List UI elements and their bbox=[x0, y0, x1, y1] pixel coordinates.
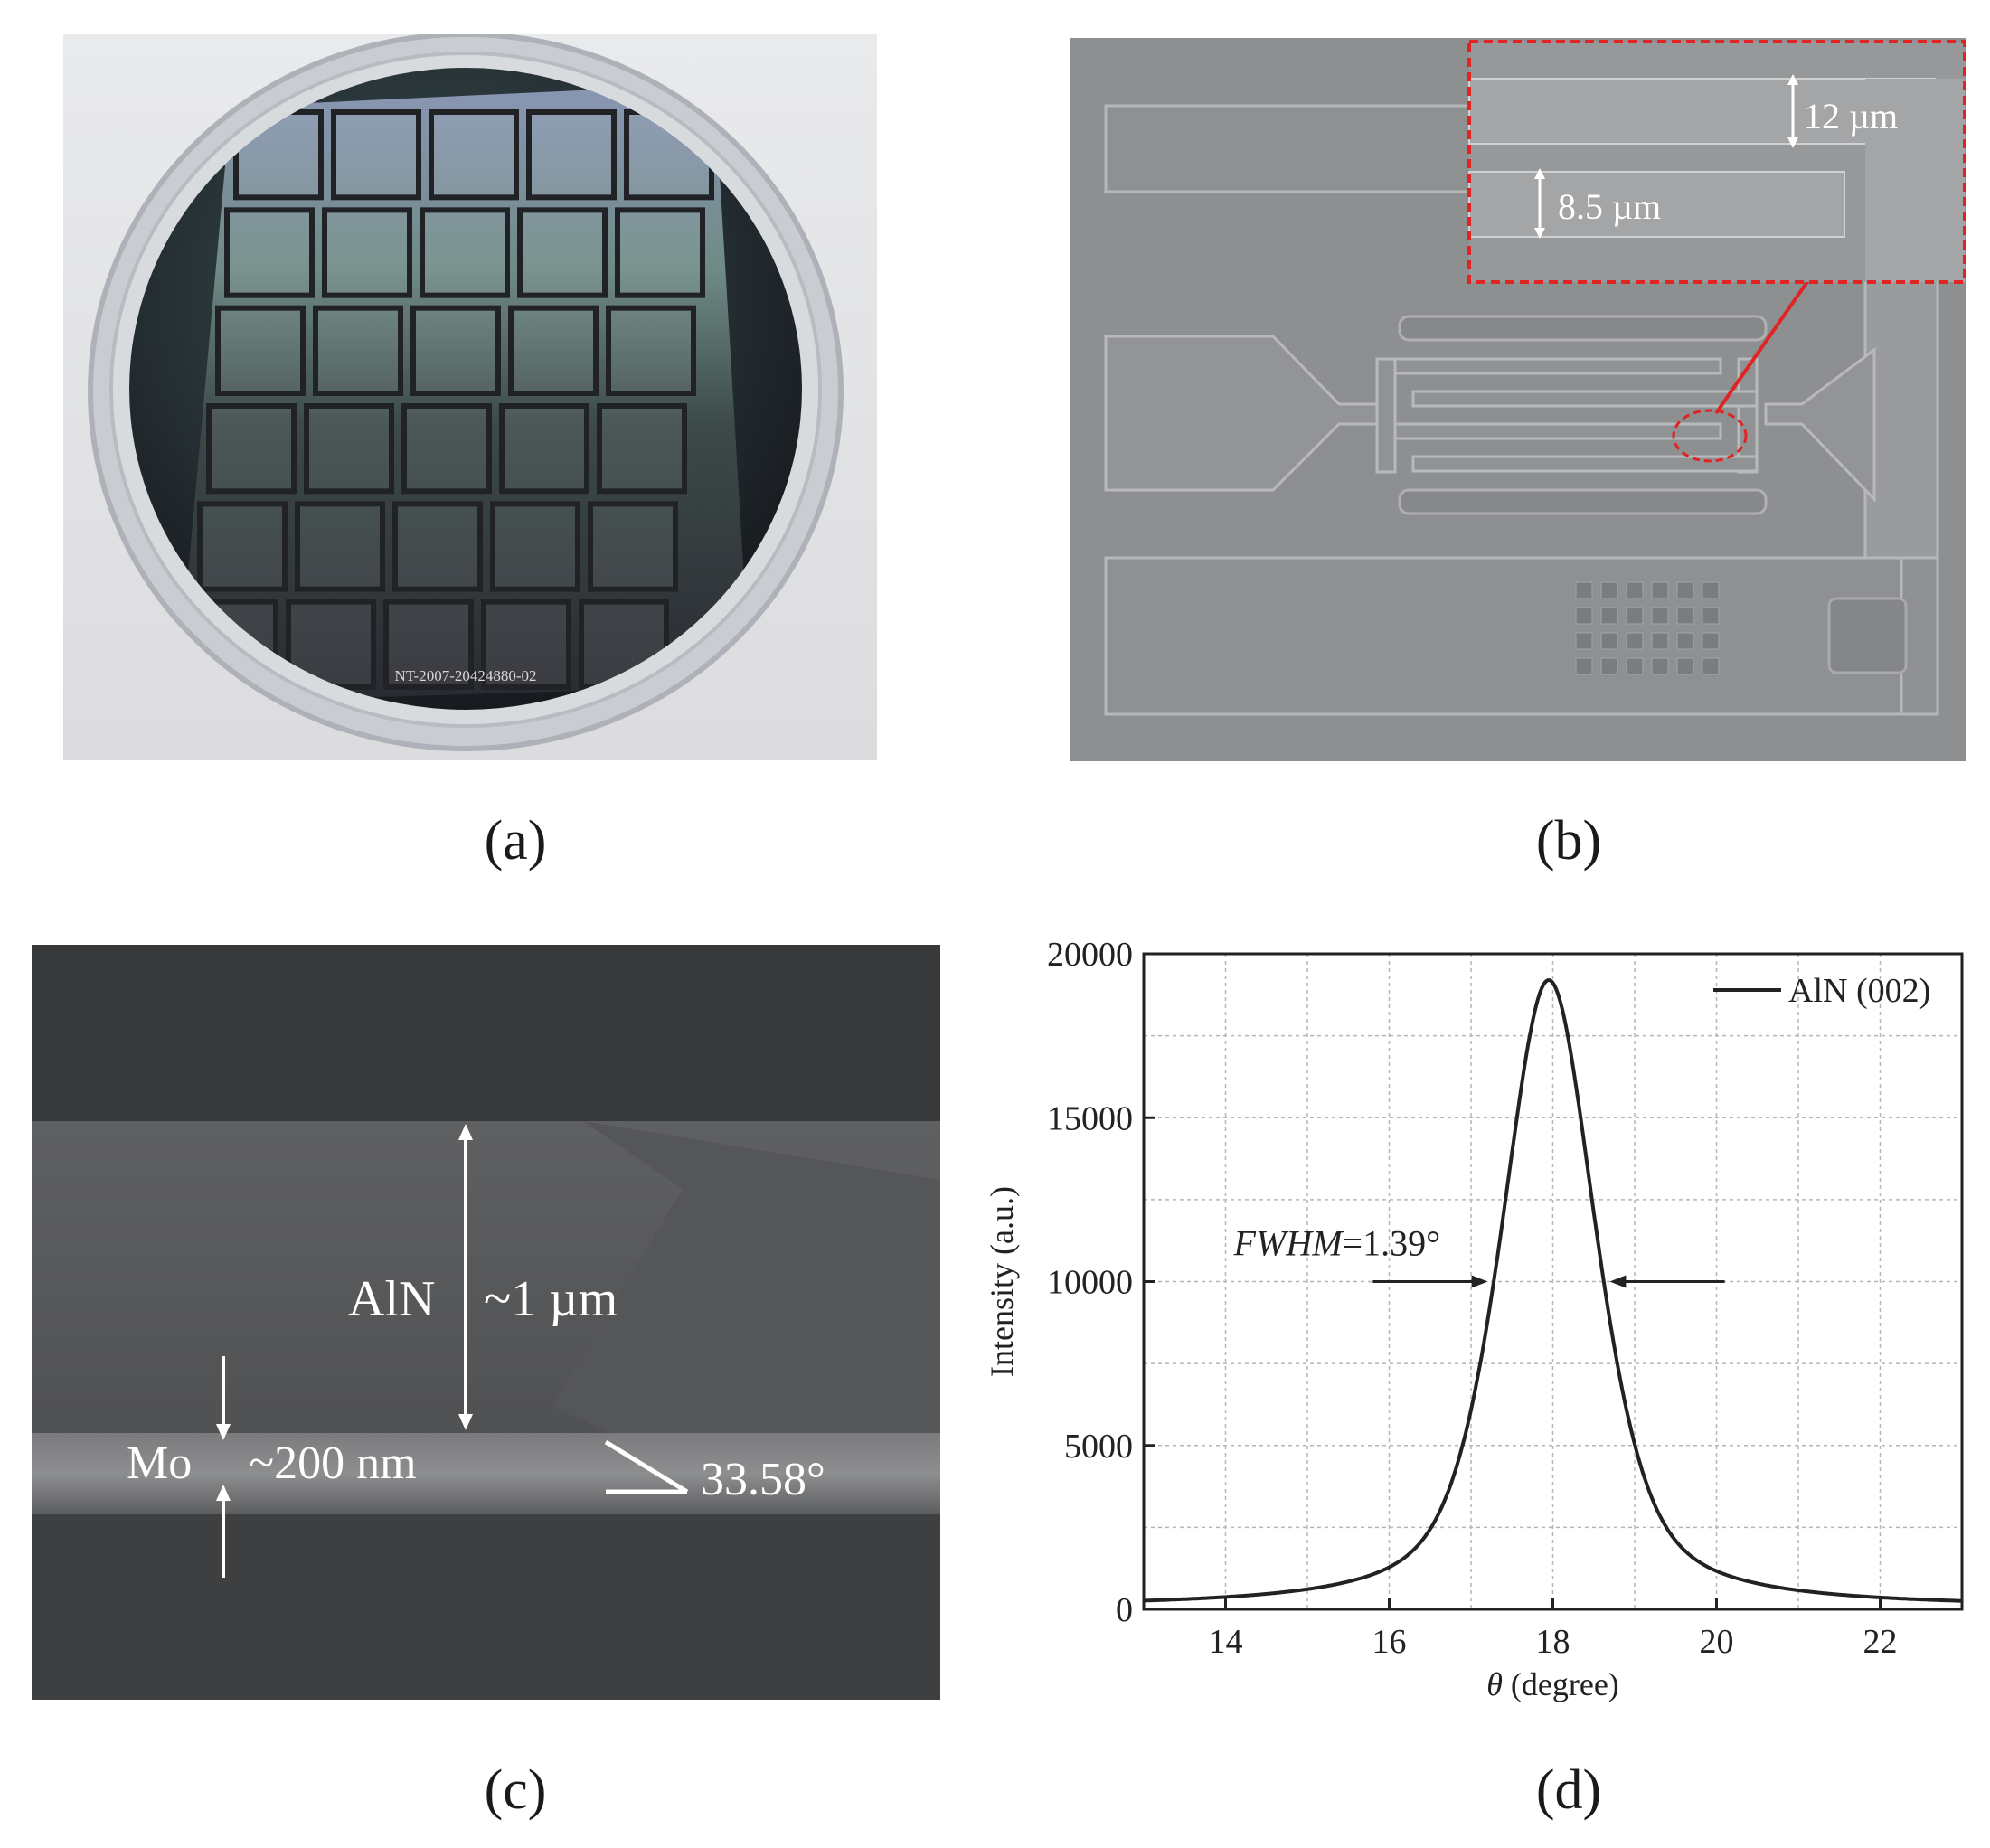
test-pad bbox=[1600, 632, 1618, 650]
y-tick-label: 0 bbox=[1116, 1591, 1133, 1629]
series-line-aln-002 bbox=[1144, 978, 1962, 1603]
fwhm-label: FWHM=1.39° bbox=[1233, 1223, 1441, 1264]
test-pad bbox=[1600, 581, 1618, 599]
chart-grid bbox=[1143, 953, 1963, 1610]
test-pad bbox=[1651, 632, 1669, 650]
die bbox=[481, 599, 571, 691]
die bbox=[429, 109, 519, 201]
die bbox=[410, 305, 501, 396]
wafer-photo: NT-2007-20424880-02 bbox=[63, 34, 877, 760]
mo-thickness-label: ~200 nm bbox=[249, 1438, 417, 1489]
x-tick-label: 22 bbox=[1863, 1623, 1898, 1661]
test-pad bbox=[1702, 581, 1720, 599]
x-tick-label: 16 bbox=[1372, 1623, 1407, 1661]
die bbox=[401, 403, 492, 495]
die bbox=[606, 305, 696, 396]
die bbox=[322, 207, 412, 298]
test-pad bbox=[1575, 657, 1593, 675]
finger-dimension-label: 8.5 µm bbox=[1558, 186, 1661, 227]
test-pad bbox=[1626, 607, 1644, 625]
test-pad bbox=[1676, 657, 1694, 675]
panel-a-wafer-photo: NT-2007-20424880-02 bbox=[63, 34, 877, 760]
test-pad bbox=[1575, 607, 1593, 625]
test-pad bbox=[1575, 581, 1593, 599]
test-pad bbox=[1626, 581, 1644, 599]
sem-topview-image: 12 µm 8.5 µm bbox=[1070, 38, 1966, 761]
mo-layer-label: Mo bbox=[127, 1438, 192, 1489]
test-pad bbox=[1702, 607, 1720, 625]
die bbox=[597, 403, 687, 495]
y-tick-label: 10000 bbox=[1047, 1264, 1133, 1302]
die bbox=[304, 403, 394, 495]
legend: AlN (002) bbox=[1713, 972, 1930, 1010]
x-axis-label: θ (degree) bbox=[1486, 1666, 1619, 1702]
die bbox=[286, 599, 376, 691]
die bbox=[215, 305, 306, 396]
test-pad-array bbox=[1575, 581, 1720, 675]
xrd-rocking-curve-chart: 14 16 18 20 22 0 5000 10000 15000 20000 Intensity… bbox=[984, 936, 1964, 1702]
y-axis-label: Intensity (a.u.) bbox=[984, 1186, 1020, 1377]
aln-layer-label: AlN bbox=[348, 1271, 435, 1327]
test-pad bbox=[1702, 632, 1720, 650]
die bbox=[526, 109, 617, 201]
die bbox=[490, 501, 580, 592]
die bbox=[588, 501, 678, 592]
legend-label: AlN (002) bbox=[1788, 972, 1930, 1010]
die bbox=[313, 305, 403, 396]
die bbox=[517, 207, 608, 298]
test-pad bbox=[1676, 632, 1694, 650]
test-pad bbox=[1651, 657, 1669, 675]
caption-a: (a) bbox=[484, 810, 547, 872]
test-pad bbox=[1600, 657, 1618, 675]
gap-dimension-label: 12 µm bbox=[1804, 96, 1898, 137]
caption-b: (b) bbox=[1535, 810, 1602, 872]
sem-crosssection-image: AlN ~1 µm Mo ~200 nm 33.58° bbox=[32, 945, 940, 1700]
aln-thickness-label: ~1 µm bbox=[484, 1271, 618, 1327]
test-pad bbox=[1651, 607, 1669, 625]
test-pad bbox=[1600, 607, 1618, 625]
x-tick-label: 18 bbox=[1536, 1623, 1570, 1661]
caption-c: (c) bbox=[484, 1759, 547, 1821]
caption-d: (d) bbox=[1535, 1759, 1602, 1821]
test-pad bbox=[1702, 657, 1720, 675]
panel-b-sem-topview: 12 µm 8.5 µm bbox=[1070, 38, 1966, 761]
wafer-label: NT-2007-20424880-02 bbox=[394, 667, 536, 684]
die bbox=[224, 207, 315, 298]
die bbox=[508, 305, 599, 396]
zoom-inset: 12 µm 8.5 µm bbox=[1467, 40, 1966, 284]
die bbox=[197, 501, 288, 592]
test-pad bbox=[1676, 607, 1694, 625]
panel-d-xrd-chart: 14 16 18 20 22 0 5000 10000 15000 20000 Intensity… bbox=[958, 927, 1980, 1722]
y-tick-label: 5000 bbox=[1064, 1428, 1133, 1466]
panel-c-sem-crosssection: AlN ~1 µm Mo ~200 nm 33.58° bbox=[32, 945, 940, 1700]
die bbox=[383, 599, 474, 691]
die bbox=[206, 403, 297, 495]
die bbox=[499, 403, 589, 495]
test-pad bbox=[1626, 657, 1644, 675]
die bbox=[615, 207, 705, 298]
test-pad bbox=[1676, 581, 1694, 599]
die bbox=[420, 207, 510, 298]
die bbox=[392, 501, 483, 592]
y-tick-label: 15000 bbox=[1047, 1099, 1133, 1137]
test-pad bbox=[1626, 632, 1644, 650]
test-pad bbox=[1651, 581, 1669, 599]
die-grid bbox=[176, 84, 750, 703]
y-tick-label: 20000 bbox=[1047, 936, 1133, 974]
fwhm-annotation: FWHM=1.39° bbox=[1233, 1223, 1725, 1288]
x-tick-label: 20 bbox=[1700, 1623, 1734, 1661]
die bbox=[295, 501, 385, 592]
test-pad bbox=[1575, 632, 1593, 650]
sidewall-angle-label: 33.58° bbox=[701, 1454, 825, 1505]
die bbox=[331, 109, 421, 201]
x-tick-label: 14 bbox=[1209, 1623, 1243, 1661]
